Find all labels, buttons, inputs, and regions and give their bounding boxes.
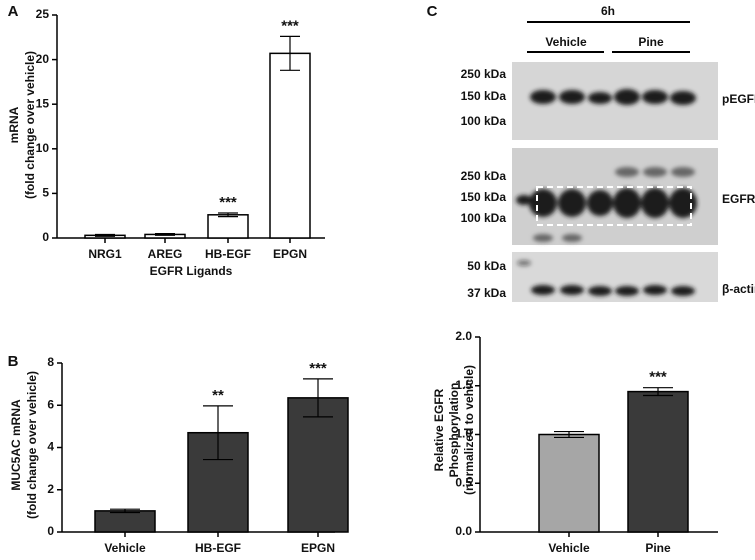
y-tick-label: 10 [36, 141, 50, 155]
blot-images [512, 21, 718, 302]
error-bar [203, 405, 233, 461]
group-label: Vehicle [545, 35, 587, 49]
significance: *** [281, 17, 299, 34]
panel-label: A [8, 3, 19, 20]
y-axis-title-line: Phosphorylation [447, 383, 461, 478]
error-bar [95, 233, 115, 237]
y-tick-label: 5 [42, 186, 49, 200]
y-tick-label: 8 [47, 355, 54, 369]
bar [207, 214, 249, 239]
y-axis-title-line: (normalized to vehicle) [462, 365, 476, 495]
x-tick-label: Vehicle [548, 541, 590, 555]
y-tick-label: 0.0 [455, 524, 472, 538]
y-tick-label: 20 [36, 52, 50, 66]
marker-label: 50 kDa [467, 259, 506, 273]
marker-label: 150 kDa [461, 190, 507, 204]
time-label: 6h [601, 4, 615, 18]
x-tick-label: Pine [645, 541, 671, 555]
y-axis-title: MUC5AC mRNA (fold change over vehicle) [9, 371, 39, 519]
y-tick-label: 1.0 [455, 427, 472, 441]
y-tick-label: 2 [47, 482, 54, 496]
error-bar [218, 212, 238, 218]
marker-label: 100 kDa [461, 211, 507, 225]
y-tick-label: 4 [47, 440, 54, 454]
marker-label: 250 kDa [461, 169, 507, 183]
x-tick-label: HB-EGF [195, 541, 241, 555]
bar [627, 390, 689, 533]
y-tick-label: 25 [36, 7, 50, 21]
x-tick-label: NRG1 [88, 247, 122, 261]
y-axis-title-line: (fold change over vehicle) [23, 51, 37, 199]
error-bar [643, 387, 673, 397]
panel-label: C [427, 3, 438, 20]
blot-label: EGFR [722, 192, 755, 206]
error-bar [110, 508, 140, 514]
x-axis-title: EGFR Ligands [150, 264, 233, 278]
bar [287, 397, 349, 533]
error-bar [303, 378, 333, 418]
y-tick-label: 1.5 [455, 378, 472, 392]
bar [94, 510, 156, 533]
marker-label: 150 kDa [461, 89, 507, 103]
significance: *** [649, 369, 667, 386]
significance: *** [309, 360, 327, 377]
y-axis-title: Relative EGFR Phosphorylation (normalized … [432, 365, 476, 495]
marker-label: 250 kDa [461, 67, 507, 81]
y-axis-title-line: mRNA [7, 106, 21, 143]
x-tick-label: EPGN [301, 541, 335, 555]
y-axis-title-line: MUC5AC mRNA [9, 399, 23, 491]
x-tick-label: Vehicle [104, 541, 146, 555]
error-bar [554, 430, 584, 439]
y-tick-label: 0 [42, 230, 49, 244]
y-tick-label: 15 [36, 96, 50, 110]
y-axis-title-line: (fold change over vehicle) [25, 371, 39, 519]
significance: ** [212, 387, 224, 404]
group-label: Pine [638, 35, 664, 49]
y-tick-label: 6 [47, 397, 54, 411]
y-tick-label: 0.5 [455, 475, 472, 489]
marker-label: 37 kDa [467, 286, 506, 300]
y-axis-title-line: Relative EGFR [432, 388, 446, 471]
bar [538, 433, 600, 533]
y-axis-title: mRNA (fold change over vehicle) [7, 51, 37, 199]
significance: *** [219, 194, 237, 211]
y-tick-label: 2.0 [455, 329, 472, 343]
panel-label: B [8, 353, 19, 370]
error-bar [155, 232, 175, 236]
error-bar [280, 35, 300, 71]
y-tick-label: 0 [47, 524, 54, 538]
blot-label: pEGFR [722, 92, 755, 106]
marker-label: 100 kDa [461, 114, 507, 128]
blot-label: β-actin [722, 282, 755, 296]
x-tick-label: EPGN [273, 247, 307, 261]
x-tick-label: HB-EGF [205, 247, 251, 261]
bar [269, 52, 311, 239]
x-tick-label: AREG [148, 247, 183, 261]
